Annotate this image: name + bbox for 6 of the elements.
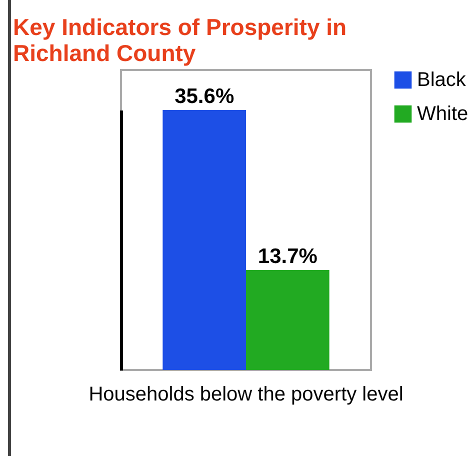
legend-label: Black [417,69,467,91]
chart-title: Key Indicators of Prosperity in Richland County [13,14,347,66]
legend-label: White [417,103,468,125]
data-label: 35.6% [174,85,234,108]
data-label: 13.7% [258,244,318,268]
x-tick-label: Households below the poverty level [88,384,404,406]
